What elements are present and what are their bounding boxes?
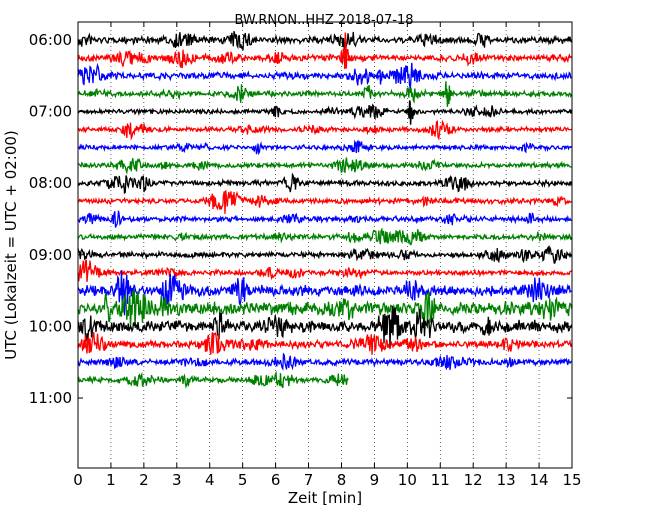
seismic-trace [77,49,573,69]
y-tick-label: 09:00 [29,246,72,264]
x-tick-label: 7 [304,471,314,489]
seismic-trace [77,103,573,121]
seismic-trace [77,157,572,175]
seismic-trace [77,370,349,389]
y-axis-title: UTC (Lokalzeit = UTC + 02:00) [2,130,20,360]
seismic-trace [77,259,572,282]
seismic-trace [77,190,573,214]
x-tick-label: 10 [398,471,417,489]
y-tick-label: 08:00 [29,174,72,192]
x-tick-label: 11 [431,471,450,489]
x-tick-label: 2 [139,471,149,489]
x-tick-label: 15 [562,471,581,489]
x-tick-label: 3 [172,471,182,489]
plot-frame [77,21,573,469]
trace-layer [77,31,573,389]
seismic-trace [77,84,573,104]
x-tick-label: 6 [271,471,281,489]
x-tick-label: 0 [73,471,83,489]
seismic-event [374,69,387,85]
seismic-trace [77,288,573,330]
chart-title: BW.RNON..HHZ 2018-07-18 [234,13,413,28]
seismic-trace [77,331,573,355]
seismic-trace [77,172,573,195]
x-tick-label: 12 [464,471,483,489]
seismic-event [440,81,454,107]
grid-lines [110,22,540,468]
x-axis: 0 1 2 3 4 5 6 7 8 9 10 11 12 13 14 15 [73,22,582,489]
seismic-trace [77,139,572,156]
x-tick-label: 1 [106,471,116,489]
seismic-trace [77,119,572,141]
x-tick-label: 4 [205,471,215,489]
x-tick-label: 9 [370,471,380,489]
seismic-trace [77,210,572,228]
x-tick-label: 5 [238,471,248,489]
x-tick-label: 13 [497,471,516,489]
y-tick-label: 07:00 [29,103,72,121]
seismic-event [338,32,352,70]
seismic-trace [77,62,572,90]
seismic-trace [77,352,573,371]
y-tick-label: 06:00 [29,31,72,49]
y-tick-label: 10:00 [29,317,72,335]
seismic-trace [77,270,572,316]
x-axis-title: Zeit [min] [288,489,362,507]
seismic-trace [77,244,573,265]
seismic-trace [77,31,573,51]
seismic-trace [77,305,573,348]
x-tick-label: 8 [337,471,347,489]
seismic-trace [77,227,573,246]
y-tick-label: 11:00 [29,389,72,407]
seismic-event [404,100,417,125]
y-axis: 06:00 07:00 08:00 09:00 10:00 11:00 [29,31,572,407]
x-tick-label: 14 [530,471,549,489]
